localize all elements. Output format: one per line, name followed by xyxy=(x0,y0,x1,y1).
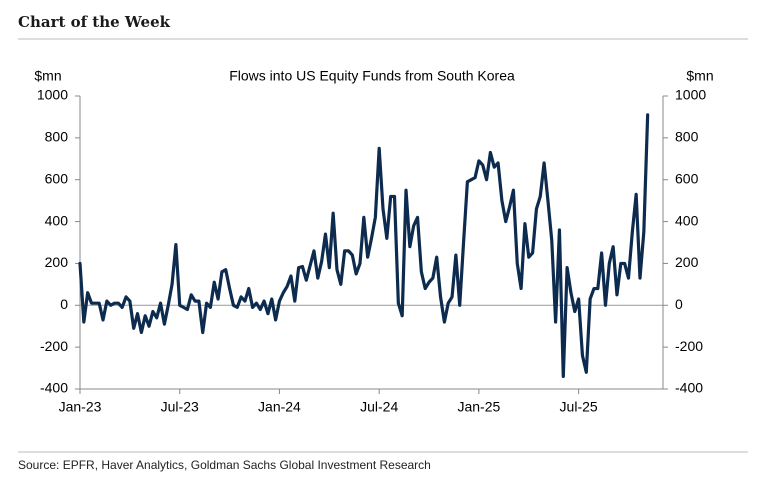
y-tick-label: 400 xyxy=(45,212,69,228)
y-tick-label: -400 xyxy=(40,380,68,396)
source: Source: EPFR, Haver Analytics, Goldman S… xyxy=(18,458,431,472)
y-tick-label: 200 xyxy=(45,254,69,270)
y-axis-label: $mn xyxy=(34,68,61,84)
chart-title: Flows into US Equity Funds from South Ko… xyxy=(229,68,515,84)
x-tick-label: Jul-23 xyxy=(161,399,199,415)
y2-tick-label: -200 xyxy=(675,338,703,354)
y2-tick-label: 0 xyxy=(675,296,683,312)
y2-tick-label: 600 xyxy=(675,170,699,186)
header: Chart of the Week xyxy=(18,13,171,31)
x-tick-label: Jan-25 xyxy=(457,399,500,415)
x-tick-label: Jan-23 xyxy=(59,399,102,415)
y2-axis-label: $mn xyxy=(686,68,713,84)
y-tick-label: -200 xyxy=(40,338,68,354)
y2-tick-label: 200 xyxy=(675,254,699,270)
y-tick-label: 0 xyxy=(60,296,68,312)
x-tick-label: Jan-24 xyxy=(258,399,301,415)
y2-tick-label: -400 xyxy=(675,380,703,396)
y-tick-label: 1000 xyxy=(37,87,68,103)
y2-tick-label: 1000 xyxy=(675,87,706,103)
y2-tick-label: 800 xyxy=(675,129,699,145)
y-tick-label: 800 xyxy=(45,129,69,145)
x-tick-label: Jul-25 xyxy=(560,399,598,415)
x-tick-label: Jul-24 xyxy=(360,399,398,415)
series-line xyxy=(78,113,650,379)
y-tick-label: 600 xyxy=(45,170,69,186)
y2-tick-label: 400 xyxy=(675,212,699,228)
